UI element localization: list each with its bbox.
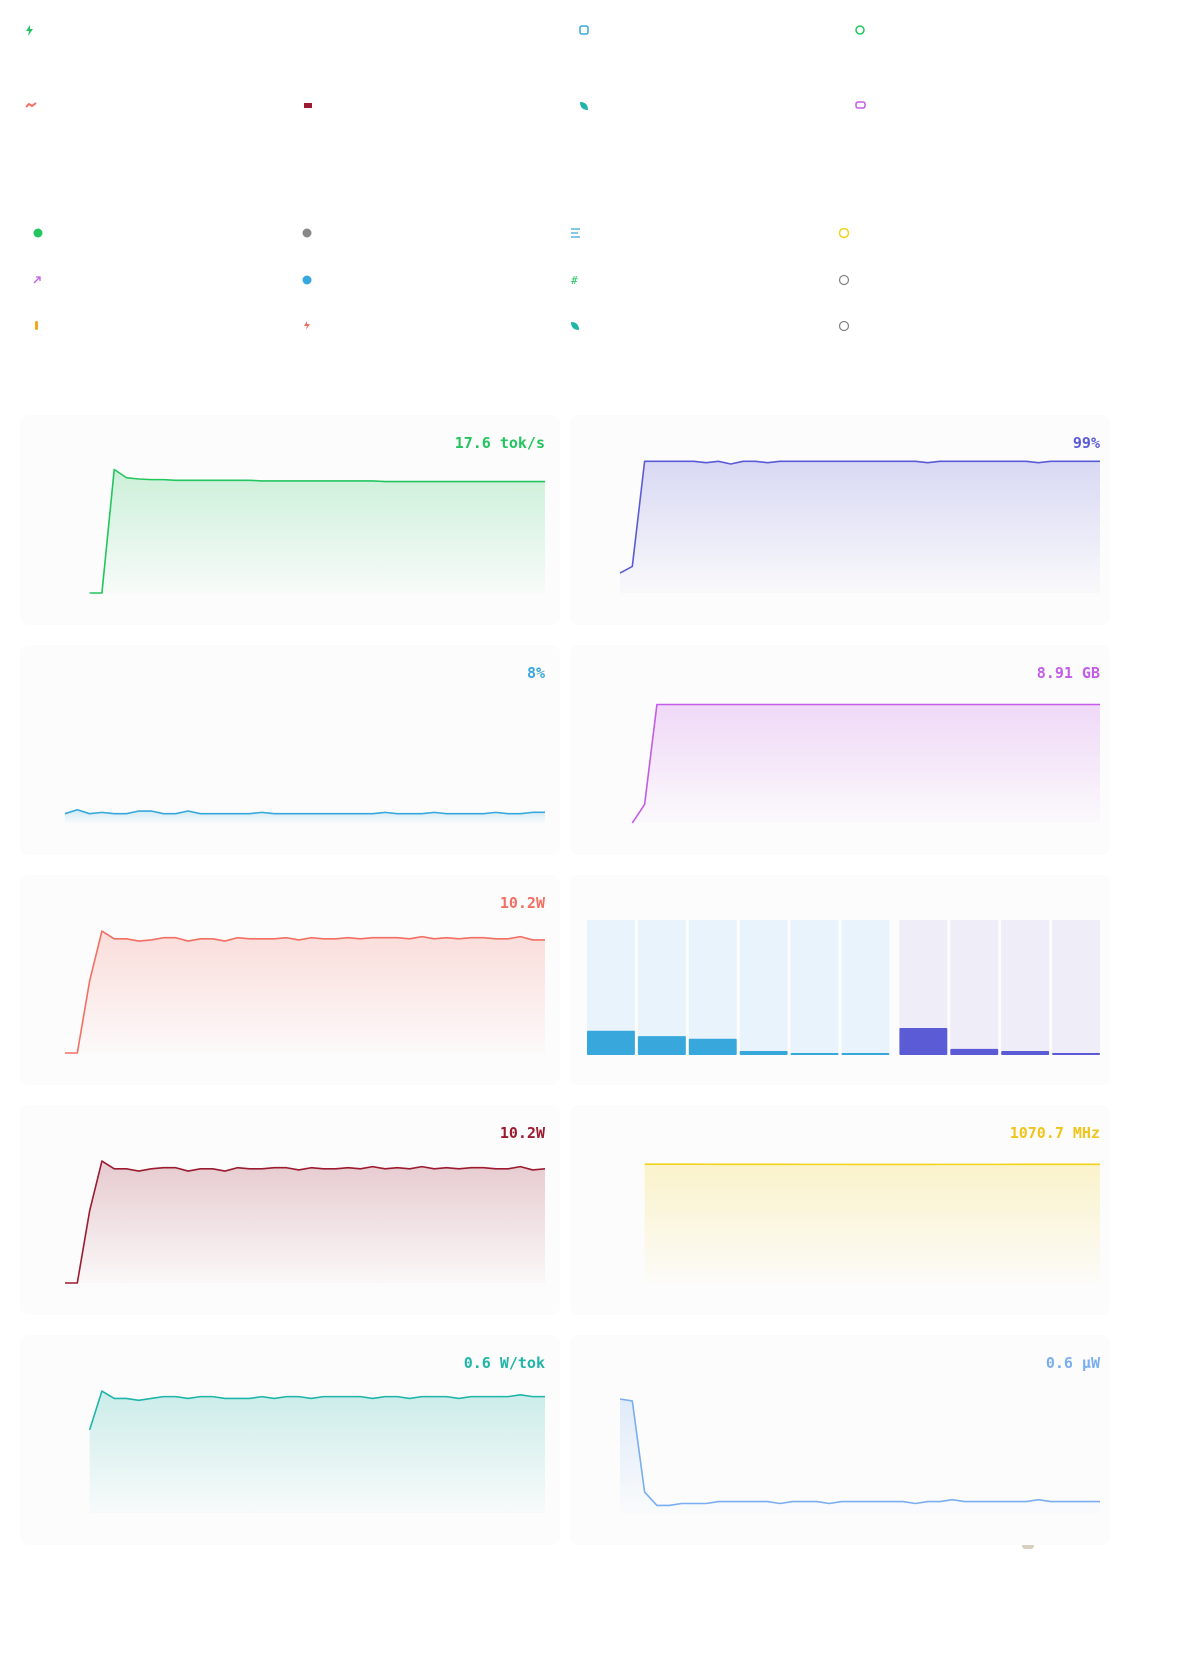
icon <box>838 320 850 332</box>
icon <box>304 103 312 108</box>
icon <box>304 321 310 330</box>
area-fill <box>89 1391 545 1513</box>
icons: # <box>25 25 1034 1549</box>
core-bar <box>950 1048 999 1055</box>
core-bg <box>790 920 839 1055</box>
icon <box>579 25 589 35</box>
core-bg <box>950 920 999 1055</box>
area-fill <box>632 704 1100 823</box>
core-bar <box>841 1052 890 1055</box>
area-fill <box>65 931 545 1053</box>
panel-bg <box>570 1335 1110 1545</box>
core-bar <box>1052 1052 1100 1055</box>
core-bg <box>739 920 788 1055</box>
core-bar <box>899 1028 948 1055</box>
core-bar <box>688 1038 737 1055</box>
icon <box>571 228 580 238</box>
line <box>619 1398 1100 1507</box>
icon: # <box>571 274 578 287</box>
icon <box>35 321 38 330</box>
core-bar <box>739 1050 788 1055</box>
icon <box>571 322 579 330</box>
value-label: 0.6 µW <box>1046 1354 1101 1372</box>
area-fill <box>644 1164 1100 1283</box>
line <box>89 468 545 594</box>
core-bg <box>688 920 737 1055</box>
icon <box>26 25 33 36</box>
line <box>88 1390 545 1431</box>
icon <box>855 25 865 35</box>
area-fill <box>89 469 545 593</box>
value-label: 8% <box>527 664 545 682</box>
value-label: 1070.7 MHz <box>1010 1124 1100 1142</box>
value-label: 8.91 GB <box>1037 664 1100 682</box>
core-bar <box>790 1052 839 1055</box>
core-bar <box>1001 1050 1050 1055</box>
core-bar <box>587 1030 635 1055</box>
icon <box>302 228 312 238</box>
line <box>631 703 1100 824</box>
value-label: 17.6 tok/s <box>455 434 545 452</box>
icon <box>855 101 866 109</box>
icon <box>838 227 850 239</box>
core-bg <box>637 920 686 1055</box>
area-fill <box>65 809 545 823</box>
line <box>619 460 1100 574</box>
icon <box>580 102 588 110</box>
core-bg <box>1001 920 1050 1055</box>
area-fill <box>65 1161 545 1283</box>
icon <box>838 274 850 286</box>
line <box>64 808 545 815</box>
icon <box>33 228 43 238</box>
value-label: 99% <box>1073 434 1100 452</box>
core-bg <box>841 920 890 1055</box>
panel-bg <box>20 645 560 855</box>
value-label: 10.2W <box>500 894 546 912</box>
icon <box>25 102 37 108</box>
value-label: 10.2W <box>500 1124 546 1142</box>
value-label: 0.6 W/tok <box>464 1354 545 1372</box>
line <box>65 930 545 1054</box>
icon <box>33 276 41 284</box>
core-bar <box>637 1036 686 1055</box>
core-bg <box>1052 920 1100 1055</box>
icon <box>302 275 312 285</box>
line <box>65 1160 546 1284</box>
area-fill <box>620 461 1100 593</box>
